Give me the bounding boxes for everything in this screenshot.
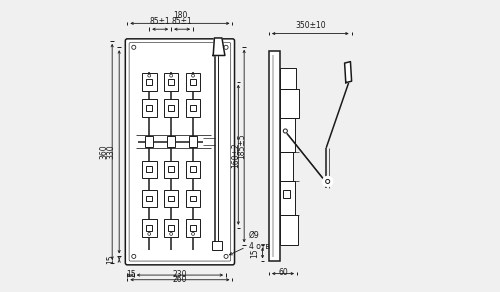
Bar bbox=[280, 152, 293, 181]
Bar bbox=[280, 181, 295, 215]
Text: 185±5: 185±5 bbox=[238, 133, 246, 159]
Bar bbox=[280, 215, 297, 244]
Bar bbox=[142, 99, 156, 117]
Bar bbox=[168, 196, 174, 201]
Bar bbox=[168, 166, 174, 172]
Bar bbox=[280, 118, 295, 152]
Polygon shape bbox=[344, 62, 352, 83]
Text: 230: 230 bbox=[172, 270, 187, 279]
Bar bbox=[142, 161, 156, 178]
Bar bbox=[283, 190, 290, 198]
Bar bbox=[145, 136, 154, 147]
Text: 330: 330 bbox=[106, 145, 116, 159]
Bar bbox=[168, 79, 174, 85]
Bar bbox=[190, 166, 196, 172]
Bar bbox=[146, 105, 152, 111]
Bar bbox=[190, 79, 196, 85]
Bar bbox=[168, 105, 174, 111]
Bar bbox=[168, 225, 174, 231]
Bar bbox=[190, 105, 196, 111]
Bar bbox=[164, 219, 178, 237]
Bar bbox=[164, 99, 178, 117]
Bar bbox=[189, 136, 197, 147]
Text: Ø9
4 отв: Ø9 4 отв bbox=[230, 231, 270, 255]
Bar bbox=[212, 241, 222, 250]
Text: 15: 15 bbox=[250, 248, 260, 258]
Bar bbox=[186, 161, 200, 178]
Text: 160±2: 160±2 bbox=[232, 142, 240, 168]
Bar bbox=[142, 73, 156, 91]
Text: 85±1: 85±1 bbox=[172, 17, 192, 26]
Bar bbox=[164, 190, 178, 207]
Text: 15: 15 bbox=[106, 255, 116, 264]
Text: 60: 60 bbox=[278, 268, 288, 277]
Circle shape bbox=[322, 176, 333, 187]
Text: 85±1: 85±1 bbox=[150, 17, 171, 26]
Bar bbox=[186, 190, 200, 207]
Bar bbox=[269, 51, 280, 261]
Text: 260: 260 bbox=[172, 274, 187, 284]
FancyBboxPatch shape bbox=[126, 39, 234, 265]
Text: 350±10: 350±10 bbox=[295, 21, 326, 30]
Text: 180: 180 bbox=[172, 11, 187, 20]
Bar bbox=[167, 136, 175, 147]
Text: 360: 360 bbox=[100, 145, 108, 159]
Bar bbox=[142, 219, 156, 237]
Text: 15: 15 bbox=[126, 270, 136, 279]
Bar bbox=[186, 73, 200, 91]
Bar bbox=[280, 68, 296, 89]
Bar bbox=[186, 219, 200, 237]
Bar bbox=[164, 161, 178, 178]
Bar bbox=[186, 99, 200, 117]
Bar bbox=[146, 79, 152, 85]
Bar bbox=[146, 225, 152, 231]
Bar bbox=[190, 196, 196, 201]
Bar bbox=[142, 190, 156, 207]
Polygon shape bbox=[213, 38, 225, 55]
Bar bbox=[190, 225, 196, 231]
Bar bbox=[146, 166, 152, 172]
Bar bbox=[164, 73, 178, 91]
Bar bbox=[146, 196, 152, 201]
Bar bbox=[280, 89, 299, 118]
